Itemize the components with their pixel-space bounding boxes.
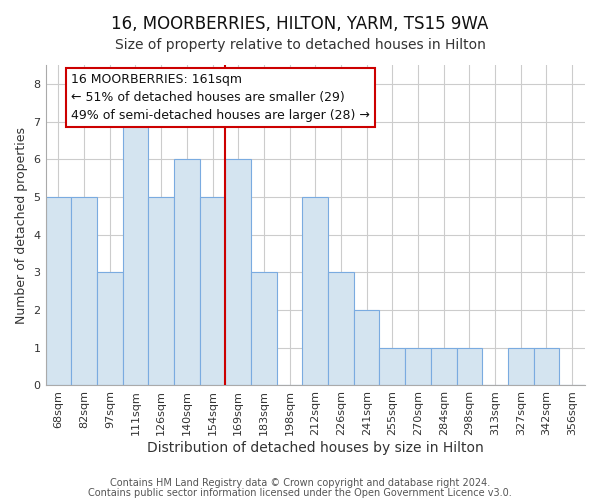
Bar [354,310,379,386]
Bar [71,197,97,386]
Text: Contains HM Land Registry data © Crown copyright and database right 2024.: Contains HM Land Registry data © Crown c… [110,478,490,488]
Bar [457,348,482,386]
Bar [302,197,328,386]
Bar [97,272,122,386]
Bar [174,160,200,386]
Bar [508,348,533,386]
Bar [533,348,559,386]
Bar [46,197,71,386]
Bar [379,348,405,386]
Bar [405,348,431,386]
Bar [251,272,277,386]
Bar [148,197,174,386]
X-axis label: Distribution of detached houses by size in Hilton: Distribution of detached houses by size … [147,441,484,455]
Y-axis label: Number of detached properties: Number of detached properties [15,126,28,324]
Bar [431,348,457,386]
Text: 16, MOORBERRIES, HILTON, YARM, TS15 9WA: 16, MOORBERRIES, HILTON, YARM, TS15 9WA [112,15,488,33]
Text: Size of property relative to detached houses in Hilton: Size of property relative to detached ho… [115,38,485,52]
Text: Contains public sector information licensed under the Open Government Licence v3: Contains public sector information licen… [88,488,512,498]
Bar [122,122,148,386]
Bar [200,197,226,386]
Text: 16 MOORBERRIES: 161sqm
← 51% of detached houses are smaller (29)
49% of semi-det: 16 MOORBERRIES: 161sqm ← 51% of detached… [71,72,370,122]
Bar [226,160,251,386]
Bar [328,272,354,386]
